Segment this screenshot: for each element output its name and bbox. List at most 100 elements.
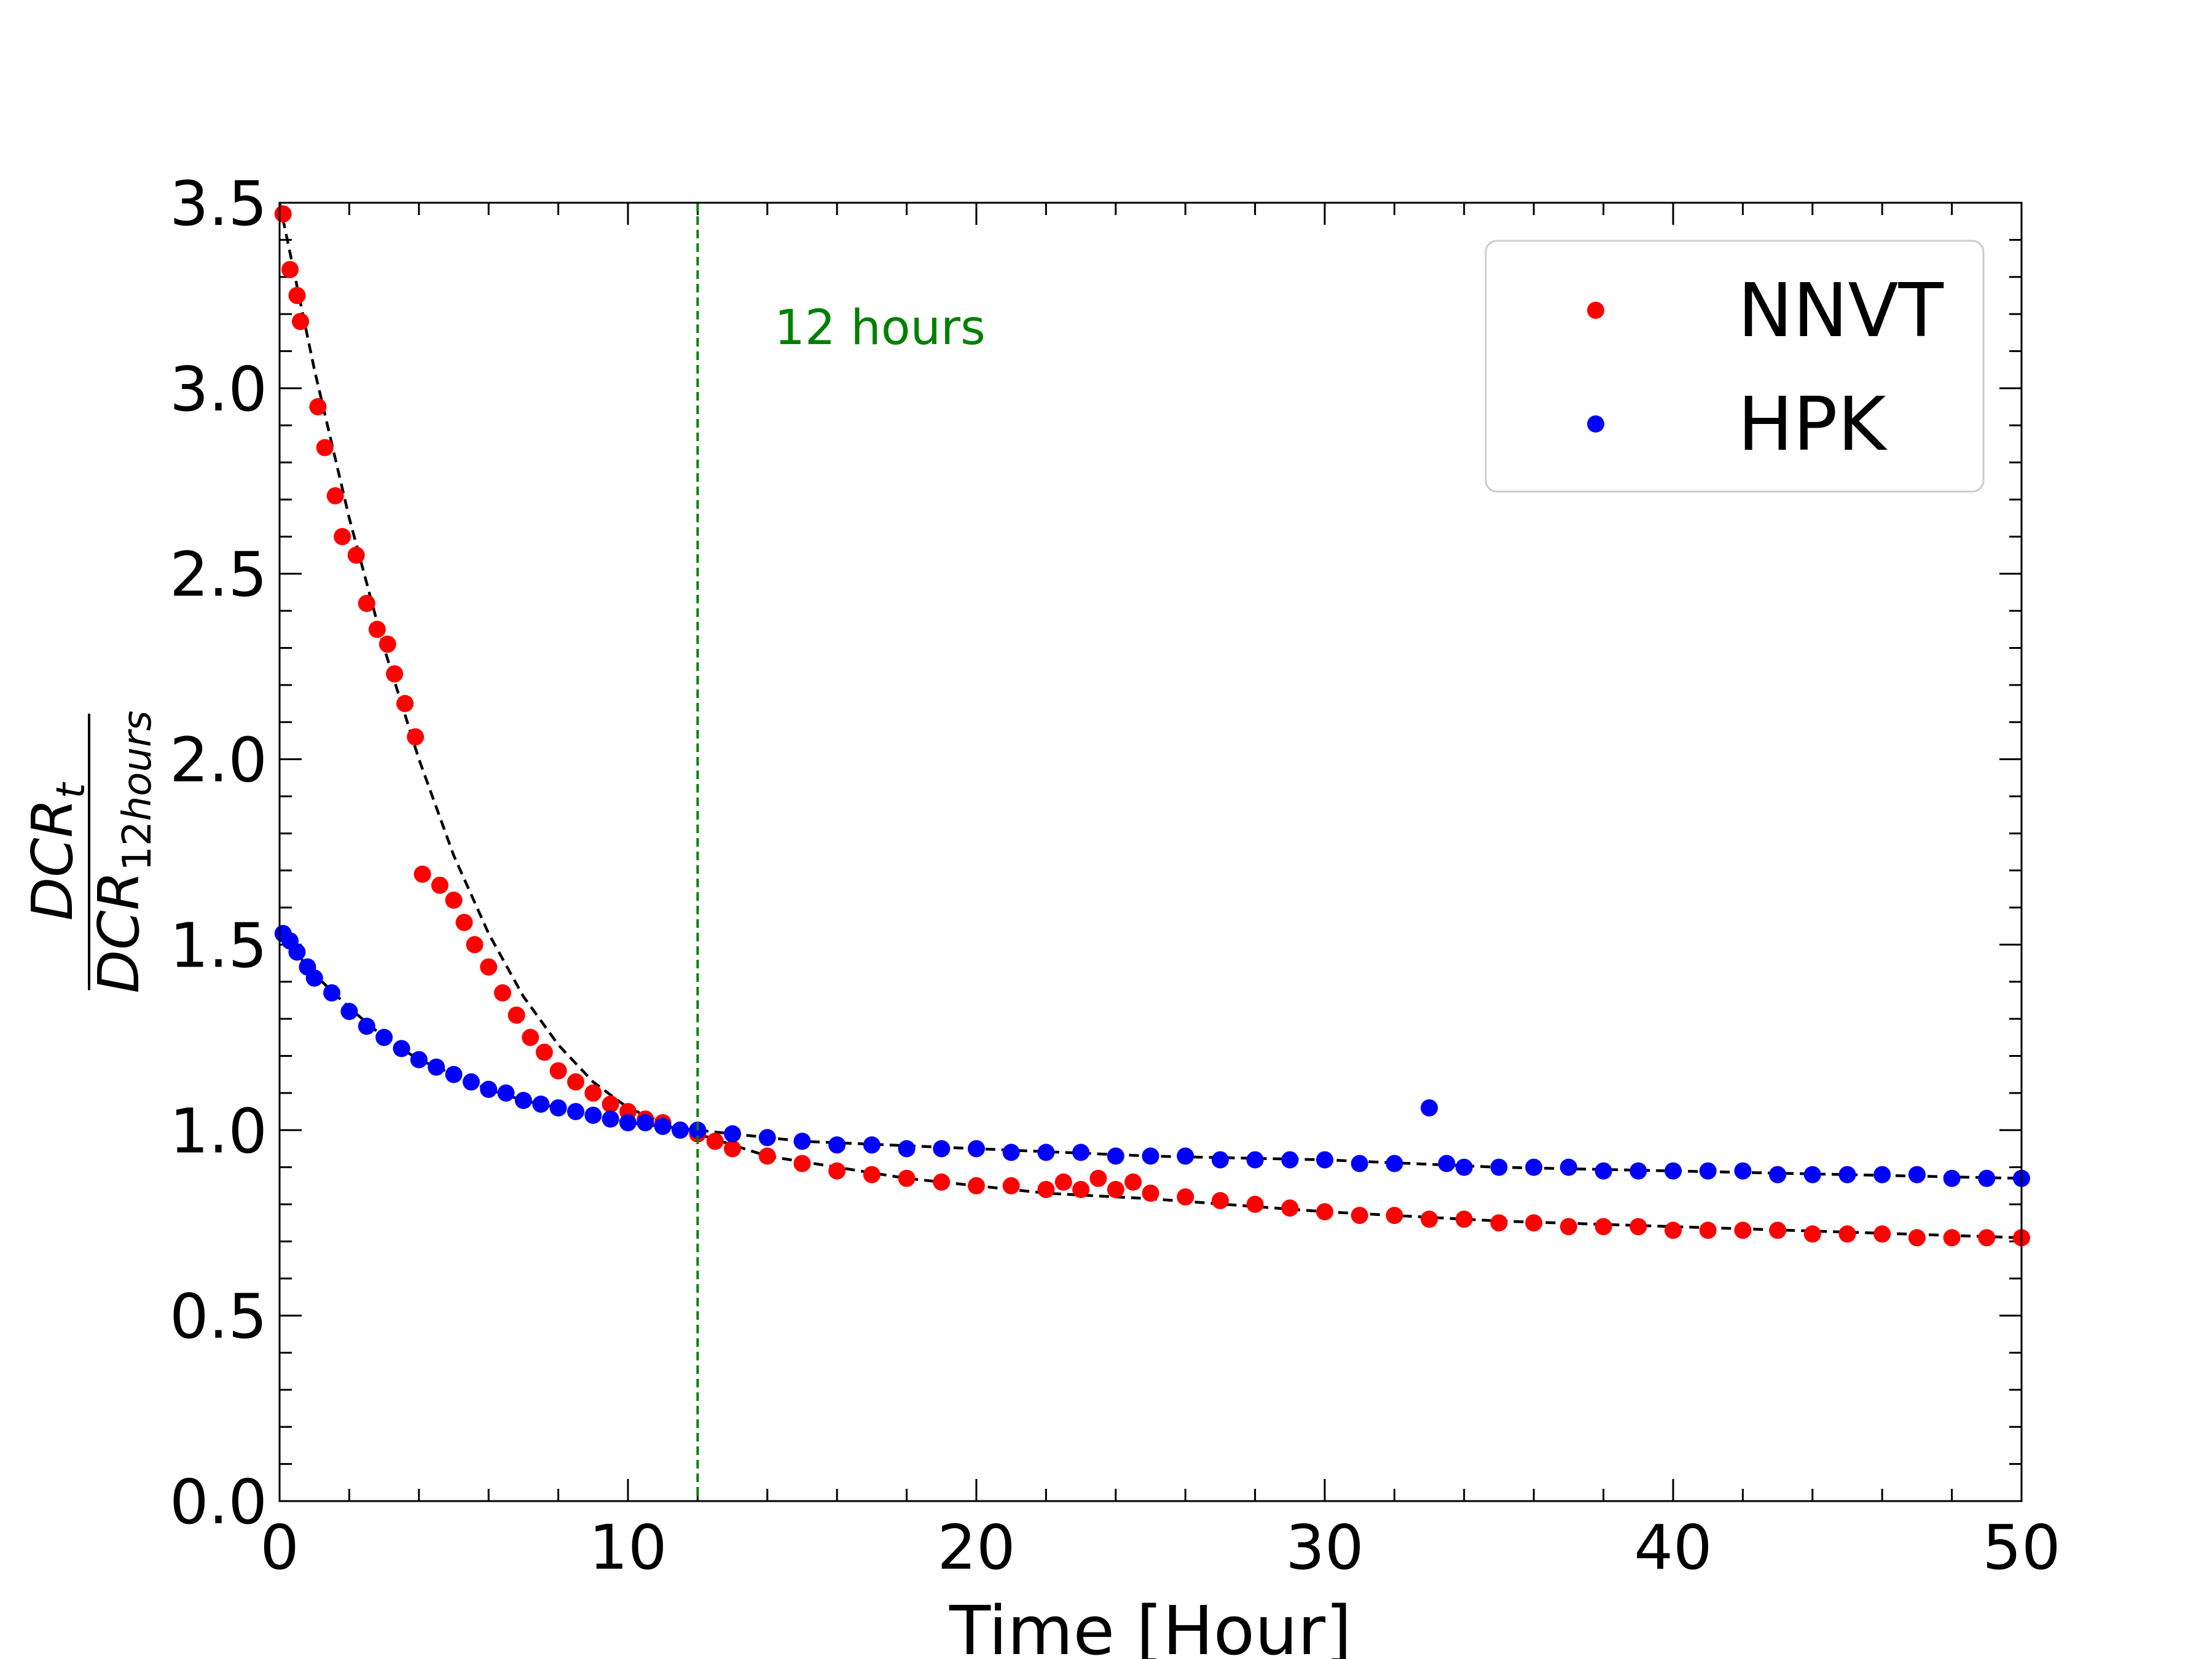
data-point-nnvt (1177, 1188, 1194, 1206)
data-point-nnvt (407, 728, 425, 746)
data-point-hpk (1351, 1155, 1368, 1172)
y-tick-label: 3.0 (170, 353, 267, 425)
data-point-hpk (672, 1121, 689, 1139)
data-point-hpk (1769, 1166, 1787, 1183)
data-point-nnvt (466, 936, 484, 954)
y-tick-label: 3.5 (170, 168, 267, 240)
data-point-hpk (1630, 1162, 1647, 1180)
data-point-nnvt (1908, 1229, 1926, 1247)
data-point-hpk (933, 1140, 951, 1158)
y-tick-label: 1.5 (170, 909, 267, 981)
data-point-nnvt (933, 1173, 951, 1191)
legend: NNVT HPK (1484, 240, 1985, 493)
data-point-nnvt (758, 1147, 776, 1165)
data-point-hpk (1525, 1158, 1543, 1176)
data-point-hpk (1316, 1151, 1333, 1169)
data-point-nnvt (1246, 1196, 1264, 1213)
data-point-hpk (968, 1140, 985, 1158)
x-tick-label: 0 (260, 1512, 299, 1583)
data-point-nnvt (396, 695, 414, 712)
data-point-nnvt (1107, 1180, 1124, 1198)
data-point-nnvt (334, 528, 351, 546)
legend-label-nnvt: NNVT (1738, 269, 1944, 354)
legend-box (1484, 240, 1985, 493)
data-point-nnvt (1037, 1180, 1055, 1198)
x-tick-labels: 0 10 20 30 40 50 (260, 1512, 2060, 1583)
data-point-nnvt (455, 914, 473, 931)
data-point-nnvt (1594, 1218, 1612, 1236)
legend-items: NNVT HPK (1587, 269, 1944, 468)
data-point-nnvt (358, 595, 375, 612)
data-point-hpk (1002, 1143, 1020, 1161)
data-point-nnvt (1316, 1203, 1333, 1221)
y-axis-numerator-sub: t (49, 782, 94, 799)
y-axis-title: DCR t DCR12hours (20, 710, 160, 993)
data-point-hpk (898, 1140, 916, 1158)
data-point-nnvt (584, 1084, 602, 1102)
reference-line-label: 12 hours (774, 300, 985, 356)
data-point-hpk (549, 1099, 567, 1117)
legend-label-hpk: HPK (1738, 382, 1888, 468)
plot-frame (278, 202, 2023, 1502)
data-point-nnvt (281, 261, 299, 278)
data-point-nnvt (493, 984, 511, 1002)
data-point-hpk (532, 1096, 550, 1113)
data-point-hpk (637, 1114, 654, 1132)
y-tick-labels: 0.0 0.5 1.0 1.5 2.0 2.5 3.0 3.5 (170, 168, 267, 1538)
data-point-nnvt (706, 1132, 724, 1150)
y-tick-label: 2.5 (170, 539, 267, 611)
legend-marker-hpk (1587, 415, 1604, 433)
data-point-nnvt (1089, 1169, 1107, 1187)
data-point-nnvt (1386, 1207, 1403, 1225)
y-axis-denominator: DCR12hours (86, 710, 160, 993)
data-point-hpk (1211, 1151, 1229, 1169)
data-point-nnvt (316, 439, 334, 457)
y-axis-denominator-base: DCR (86, 871, 152, 994)
data-point-nnvt (828, 1162, 846, 1180)
data-point-nnvt (1281, 1199, 1299, 1217)
data-point-nnvt (347, 546, 365, 564)
data-point-hpk (1072, 1143, 1090, 1161)
data-point-hpk (1943, 1169, 1961, 1187)
data-point-hpk (1107, 1147, 1124, 1165)
data-point-nnvt (368, 621, 386, 638)
data-point-nnvt (1351, 1207, 1368, 1225)
y-tick-label: 0.0 (170, 1466, 267, 1538)
data-point-nnvt (1734, 1222, 1752, 1239)
data-point-hpk (1490, 1158, 1508, 1176)
data-point-nnvt (378, 635, 396, 653)
data-point-hpk (323, 984, 340, 1002)
data-point-hpk (514, 1092, 532, 1109)
data-point-nnvt (968, 1177, 985, 1194)
x-tick-label: 50 (1982, 1512, 2060, 1583)
data-point-hpk (1037, 1143, 1055, 1161)
data-point-nnvt (1978, 1229, 1996, 1247)
y-axis-denominator-sub-text: hours (115, 710, 160, 821)
data-point-hpk (1246, 1151, 1264, 1169)
y-tick-label: 2.0 (170, 724, 267, 796)
data-point-nnvt (1803, 1225, 1821, 1243)
data-point-nnvt (1455, 1210, 1473, 1228)
data-point-nnvt (309, 398, 327, 415)
data-point-hpk (1455, 1158, 1473, 1176)
x-tick-label: 40 (1634, 1512, 1712, 1583)
data-point-nnvt (793, 1155, 811, 1172)
data-point-nnvt (724, 1140, 742, 1158)
x-tick-label: 20 (937, 1512, 1015, 1583)
data-point-hpk (1281, 1151, 1299, 1169)
data-point-nnvt (1211, 1192, 1229, 1209)
legend-marker-nnvt (1587, 302, 1604, 319)
data-point-nnvt (863, 1166, 880, 1183)
data-point-nnvt (567, 1073, 584, 1091)
data-point-hpk (1908, 1166, 1926, 1183)
data-point-nnvt (288, 286, 306, 304)
data-point-hpk (480, 1080, 498, 1098)
data-point-nnvt (1838, 1225, 1856, 1243)
data-point-hpk (375, 1029, 393, 1046)
data-point-hpk (1177, 1147, 1194, 1165)
data-point-hpk (758, 1129, 776, 1147)
data-point-nnvt (522, 1029, 539, 1046)
data-point-hpk (1734, 1162, 1752, 1180)
data-point-hpk (619, 1114, 637, 1132)
